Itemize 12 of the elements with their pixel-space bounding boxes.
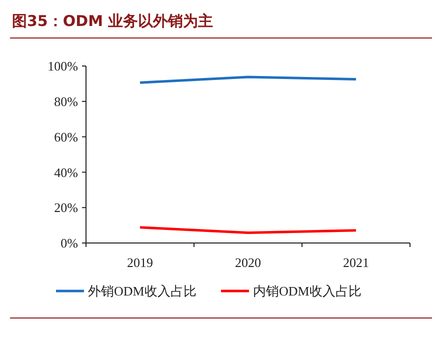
y-tick-label: 0% — [60, 236, 78, 251]
y-tick-label: 100% — [48, 58, 78, 74]
y-tick-label: 20% — [54, 200, 78, 216]
chart-title: 图35：ODM 业务以外销为主 — [12, 12, 214, 30]
legend-label: 内销ODM收入占比 — [253, 284, 362, 299]
x-tick-label: 2020 — [235, 255, 261, 270]
y-tick-label: 60% — [54, 129, 78, 144]
x-tick-label: 2021 — [343, 255, 369, 270]
y-tick-label: 40% — [54, 164, 78, 180]
legend-label: 外销ODM收入占比 — [88, 284, 196, 299]
y-tick-label: 80% — [54, 94, 78, 109]
x-tick-label: 2019 — [127, 255, 153, 270]
